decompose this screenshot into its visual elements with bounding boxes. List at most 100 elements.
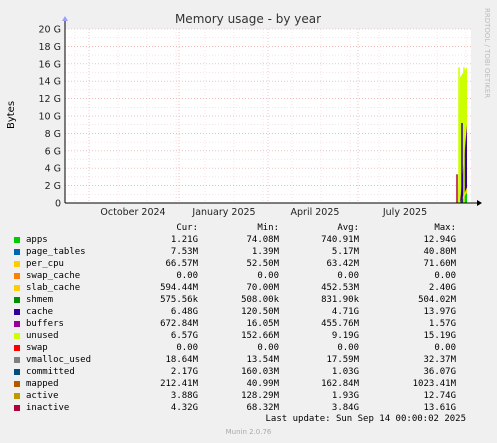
legend-avg: 5.17M: [331, 247, 359, 257]
legend-row-mapped: mapped 212.41M 40.99M 162.84M 1023.41M: [0, 379, 497, 391]
legend-cur: 4.32G: [170, 403, 198, 413]
swatch-swap-cache: [14, 273, 20, 279]
swatch-active: [14, 393, 20, 399]
legend-max: 36.07G: [423, 367, 456, 377]
y-tick-label: 6 G: [45, 146, 61, 157]
legend-max: 504.02M: [418, 295, 456, 305]
legend-name: committed: [26, 367, 75, 377]
legend-min: 40.99M: [246, 379, 279, 389]
y-tick-label: 16 G: [39, 59, 61, 70]
legend-avg: 740.91M: [321, 235, 359, 245]
legend-cur: 2.17G: [170, 367, 198, 377]
legend-cur: 594.44M: [160, 283, 198, 293]
legend-name: cache: [26, 307, 54, 317]
swatch-committed: [14, 369, 20, 375]
legend-avg: 17.59M: [326, 355, 359, 365]
legend-cur: 7.53M: [170, 247, 198, 257]
legend-avg: 0.00: [337, 343, 359, 353]
x-axis-arrow: [477, 200, 482, 206]
swatch-swap: [14, 345, 20, 351]
y-tick-label: 8 G: [45, 129, 61, 140]
legend-min: 74.08M: [246, 235, 279, 245]
legend-row-unused: unused 6.57G 152.66M 9.19G 15.19G: [0, 331, 497, 343]
swatch-slab-cache: [14, 285, 20, 291]
legend-cur: 3.88G: [170, 391, 198, 401]
legend-row-shmem: shmem 575.56k 508.00k 831.90k 504.02M: [0, 295, 497, 307]
legend-max: 0.00: [434, 343, 456, 353]
legend-header-cur: Cur:: [176, 223, 198, 233]
legend-max: 1023.41M: [412, 379, 456, 389]
legend-row-swap-cache: swap_cache 0.00 0.00 0.00 0.00: [0, 271, 497, 283]
legend-name: swap_cache: [26, 271, 81, 281]
legend-name: unused: [26, 331, 59, 341]
legend-name: inactive: [26, 403, 70, 413]
legend-max: 0.00: [434, 271, 456, 281]
x-tick-label: January 2025: [191, 207, 255, 218]
legend-row-apps: apps 1.21G 74.08M 740.91M 12.94G: [0, 235, 497, 247]
legend-avg: 455.76M: [321, 319, 359, 329]
legend-min: 508.00k: [241, 295, 279, 305]
legend-avg: 63.42M: [326, 259, 359, 269]
legend-cur: 672.84M: [160, 319, 198, 329]
legend-cur: 1.21G: [170, 235, 198, 245]
x-tick-label: April 2025: [291, 207, 340, 218]
legend-row-cache: cache 6.48G 120.50M 4.71G 13.97G: [0, 307, 497, 319]
legend-max: 1.57G: [428, 319, 456, 329]
swatch-vmalloc-used: [14, 357, 20, 363]
legend-name: buffers: [26, 319, 64, 329]
rrdtool-side-label: RRDTOOL / TOBI OETIKER: [483, 8, 491, 98]
legend-name: slab_cache: [26, 283, 81, 293]
legend-min: 16.05M: [246, 319, 279, 329]
swatch-apps: [14, 237, 20, 243]
legend-max: 13.61G: [423, 403, 456, 413]
legend-min: 68.32M: [246, 403, 279, 413]
legend-max: 2.40G: [428, 283, 456, 293]
legend-max: 15.19G: [423, 331, 456, 341]
y-tick-label: 18 G: [39, 42, 61, 53]
y-tick-label: 12 G: [39, 94, 61, 105]
y-axis-arrow: [62, 16, 68, 21]
legend-name: shmem: [26, 295, 54, 305]
legend-row-vmalloc-used: vmalloc_used 18.64M 13.54M 17.59M 32.37M: [0, 355, 497, 367]
legend-min: 152.66M: [241, 331, 279, 341]
legend-name: mapped: [26, 379, 59, 389]
legend-avg: 9.19G: [331, 331, 359, 341]
legend-cur: 575.56k: [160, 295, 198, 305]
swatch-inactive: [14, 405, 20, 411]
legend-min: 70.00M: [246, 283, 279, 293]
legend-cur: 212.41M: [160, 379, 198, 389]
legend-min: 0.00: [257, 343, 279, 353]
legend-row-page-tables: page_tables 7.53M 1.39M 5.17M 40.80M: [0, 247, 497, 259]
swatch-cache: [14, 309, 20, 315]
legend-avg: 452.53M: [321, 283, 359, 293]
legend-name: vmalloc_used: [26, 355, 92, 365]
legend-name: swap: [26, 343, 48, 353]
legend-max: 71.60M: [423, 259, 456, 269]
legend-row-buffers: buffers 672.84M 16.05M 455.76M 1.57G: [0, 319, 497, 331]
legend-row-committed: committed 2.17G 160.03M 1.03G 36.07G: [0, 367, 497, 379]
legend-min: 13.54M: [246, 355, 279, 365]
legend-row-inactive: inactive 4.32G 68.32M 3.84G 13.61G: [0, 403, 497, 415]
swatch-page-tables: [14, 249, 20, 255]
legend-name: page_tables: [26, 247, 86, 257]
x-tick-label: October 2024: [100, 207, 165, 218]
legend-name: active: [26, 391, 59, 401]
last-update: Last update: Sun Sep 14 00:00:02 2025: [265, 414, 466, 424]
legend-row-slab-cache: slab_cache 594.44M 70.00M 452.53M 2.40G: [0, 283, 497, 295]
legend-avg: 162.84M: [321, 379, 359, 389]
legend-min: 120.50M: [241, 307, 279, 317]
legend-cur: 6.48G: [170, 307, 198, 317]
legend-header-max: Max:: [434, 223, 456, 233]
legend-avg: 1.93G: [331, 391, 359, 401]
swatch-buffers: [14, 321, 20, 327]
y-tick-label: 4 G: [45, 164, 61, 175]
swatch-per-cpu: [14, 261, 20, 267]
legend-row-active: active 3.88G 128.29M 1.93G 12.74G: [0, 391, 497, 403]
chart-title: Memory usage - by year: [175, 12, 321, 26]
legend-min: 1.39M: [251, 247, 279, 257]
x-tick-label: July 2025: [382, 207, 427, 218]
legend-max: 12.74G: [423, 391, 456, 401]
legend-max: 13.97G: [423, 307, 456, 317]
legend-cur: 0.00: [176, 271, 198, 281]
legend-min: 160.03M: [241, 367, 279, 377]
